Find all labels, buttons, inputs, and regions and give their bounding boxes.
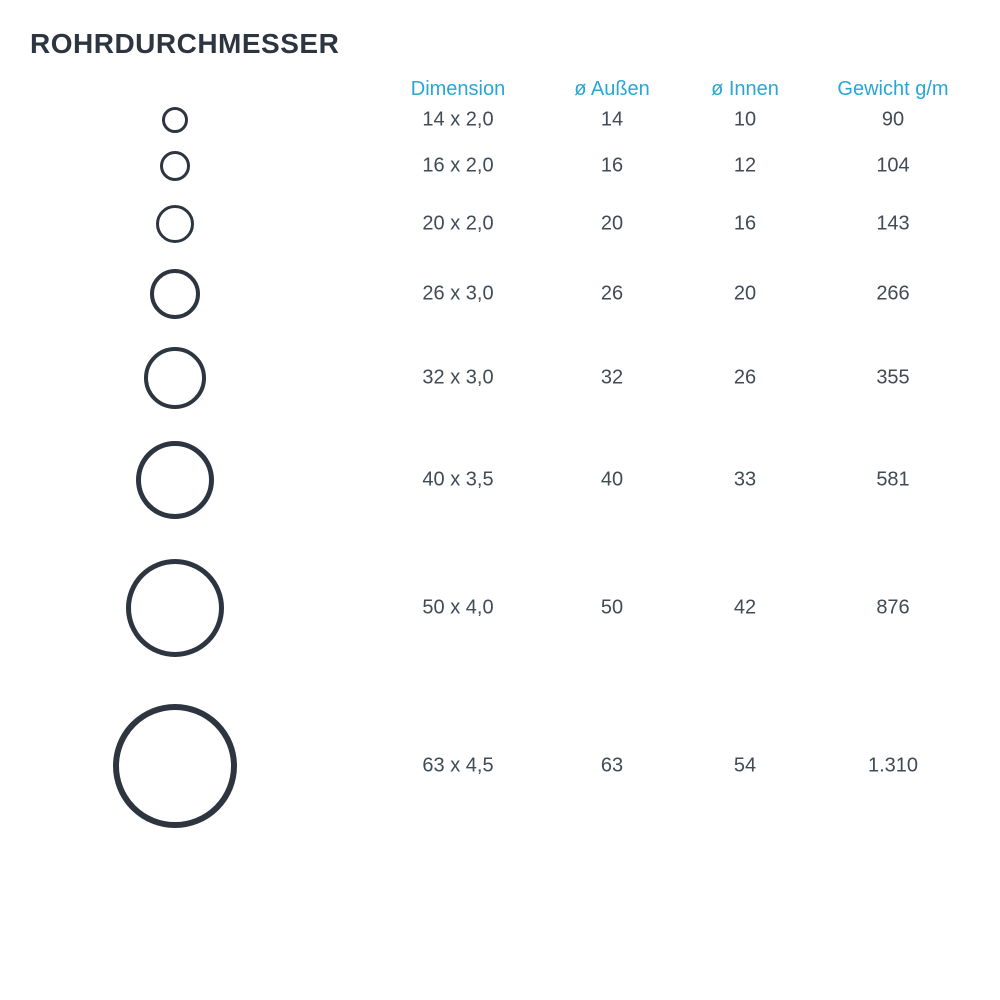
- pipe-circle-icon: [136, 441, 214, 519]
- cell-innen: 20: [734, 283, 756, 306]
- pipe-circle-icon: [113, 704, 237, 828]
- cell-innen: 54: [734, 755, 756, 778]
- cell-innen: 16: [734, 213, 756, 236]
- pipe-circle-icon: [126, 559, 224, 657]
- cell-gewicht: 143: [876, 213, 909, 236]
- cell-dimension: 20 x 2,0: [422, 213, 493, 236]
- cell-innen: 33: [734, 469, 756, 492]
- cell-aussen: 20: [601, 213, 623, 236]
- cell-innen: 42: [734, 597, 756, 620]
- pipe-circle-icon: [160, 151, 190, 181]
- cell-gewicht: 90: [882, 109, 904, 132]
- cell-dimension: 26 x 3,0: [422, 283, 493, 306]
- cell-aussen: 32: [601, 367, 623, 390]
- cell-gewicht: 1.310: [868, 755, 918, 778]
- cell-dimension: 63 x 4,5: [422, 755, 493, 778]
- cell-dimension: 50 x 4,0: [422, 597, 493, 620]
- cell-dimension: 14 x 2,0: [422, 109, 493, 132]
- cell-gewicht: 876: [876, 597, 909, 620]
- cell-gewicht: 355: [876, 367, 909, 390]
- cell-aussen: 26: [601, 283, 623, 306]
- cell-aussen: 40: [601, 469, 623, 492]
- cell-dimension: 32 x 3,0: [422, 367, 493, 390]
- cell-gewicht: 266: [876, 283, 909, 306]
- cell-aussen: 16: [601, 155, 623, 178]
- pipe-circle-icon: [162, 107, 188, 133]
- cell-aussen: 14: [601, 109, 623, 132]
- cell-dimension: 40 x 3,5: [422, 469, 493, 492]
- cell-innen: 26: [734, 367, 756, 390]
- cell-gewicht: 104: [876, 155, 909, 178]
- cell-innen: 10: [734, 109, 756, 132]
- cell-dimension: 16 x 2,0: [422, 155, 493, 178]
- cell-innen: 12: [734, 155, 756, 178]
- pipe-circle-icon: [150, 269, 200, 319]
- cell-gewicht: 581: [876, 469, 909, 492]
- pipe-circle-icon: [156, 205, 194, 243]
- cell-aussen: 63: [601, 755, 623, 778]
- circle-glyph-column: [0, 0, 1000, 1000]
- pipe-circle-icon: [144, 347, 206, 409]
- cell-aussen: 50: [601, 597, 623, 620]
